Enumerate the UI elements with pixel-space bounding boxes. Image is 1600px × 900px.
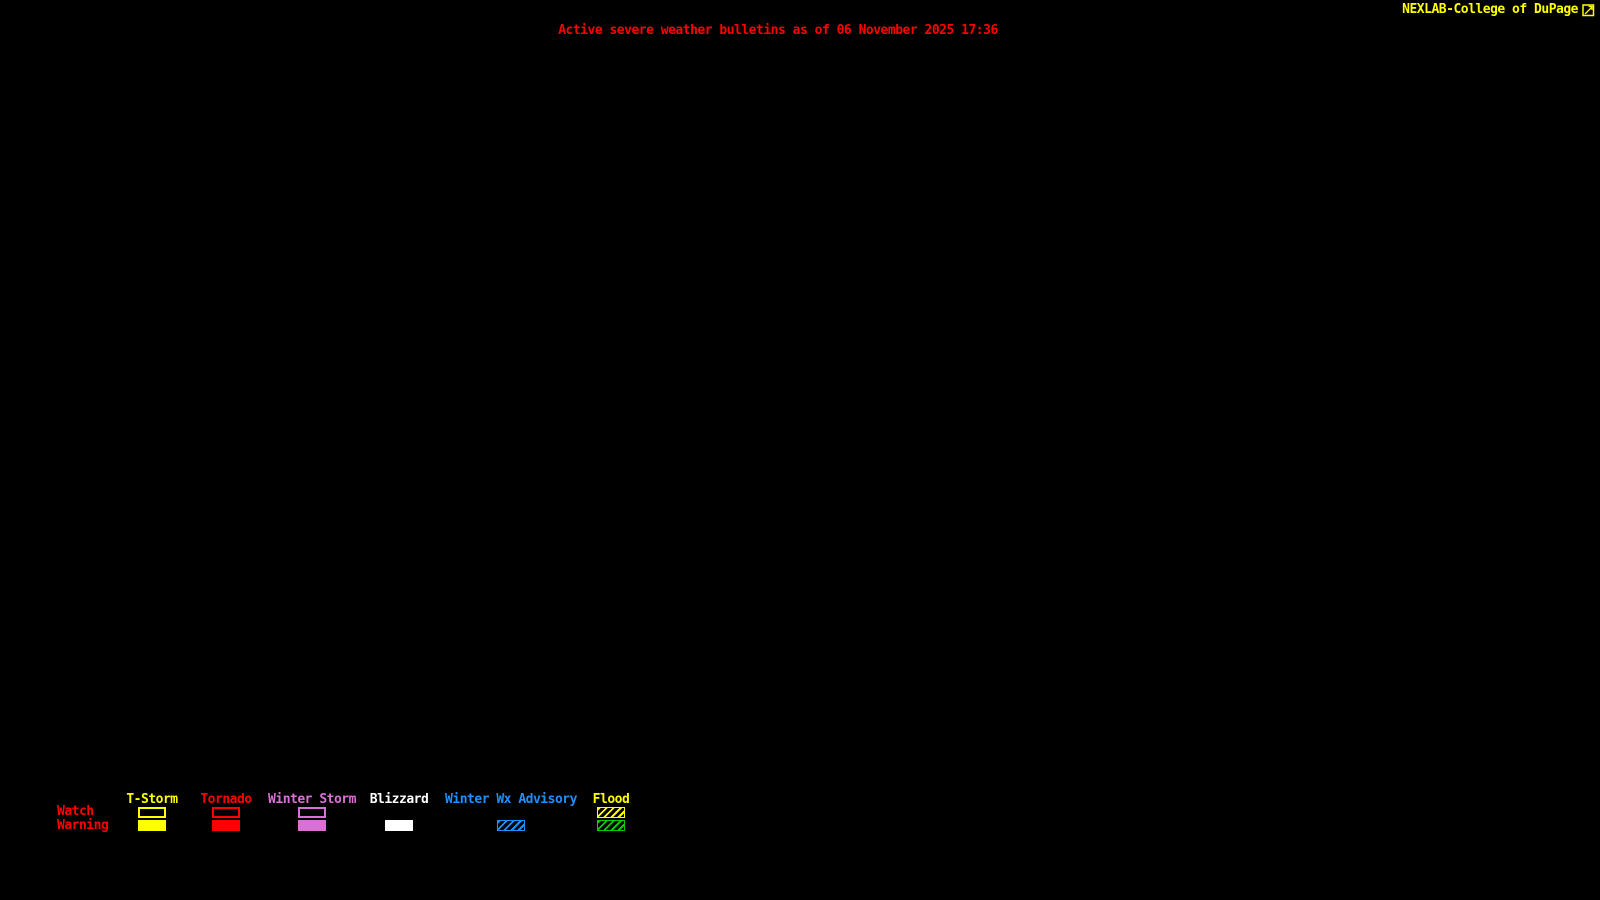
page-title: Active severe weather bulletins as of 06… [558, 23, 998, 38]
legend-swatch-winter-wx-advisory-warning [497, 820, 525, 831]
brand-text: NEXLAB-College of DuPage [1402, 2, 1578, 17]
legend-swatch-tstorm-warning [138, 820, 166, 831]
legend-column-label-flood: Flood [592, 792, 630, 807]
legend-swatch-flood-warning [597, 820, 625, 831]
legend-column-label-winter-storm: Winter Storm [268, 792, 356, 807]
legend-swatch-winter-storm-warning [298, 820, 326, 831]
legend-column-label-tornado: Tornado [200, 792, 252, 807]
legend-swatch-blizzard-warning [385, 820, 413, 831]
legend-swatch-winter-storm-watch [298, 807, 326, 818]
nexlab-logo-icon [1582, 4, 1595, 17]
legend-swatch-tornado-watch [212, 807, 240, 818]
legend-row-label-warning: Warning [57, 818, 109, 833]
brand: NEXLAB-College of DuPage [1402, 3, 1595, 17]
legend-column-label-tstorm: T-Storm [126, 792, 178, 807]
legend-swatch-tstorm-watch [138, 807, 166, 818]
legend-row-label-watch: Watch [57, 804, 94, 819]
legend-column-label-winter-wx-advisory: Winter Wx Advisory [445, 792, 577, 807]
legend-swatch-tornado-warning [212, 820, 240, 831]
legend-swatch-flood-watch [597, 807, 625, 818]
legend-column-label-blizzard: Blizzard [369, 792, 429, 807]
